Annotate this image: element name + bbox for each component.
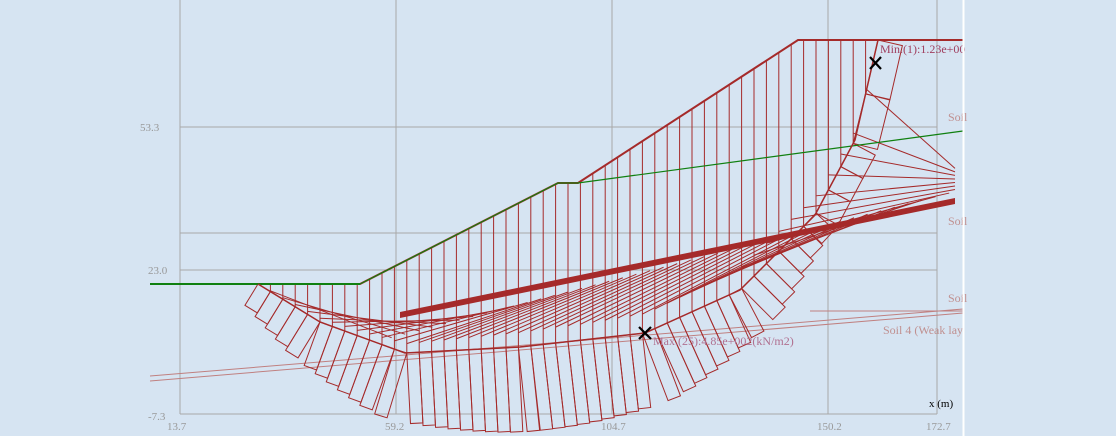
normal-stress-bar (827, 165, 864, 203)
normal-stress-bar (629, 332, 652, 410)
normal-stress-bar (542, 342, 566, 430)
max-label: Max.(25):4.85e+002(kN/m2) (653, 334, 794, 348)
interslice-force-line (617, 238, 773, 319)
interslice-force-line (518, 266, 664, 334)
normal-stress-bar (666, 316, 708, 384)
soil-label-1: Soil (948, 110, 968, 124)
soil-boundaries (149, 308, 964, 382)
normal-stress-bar (505, 346, 524, 433)
slices (269, 40, 867, 353)
normal-stress-bar (604, 335, 627, 417)
max-marker-icon (638, 326, 652, 340)
interslice-force-line (369, 308, 501, 335)
interslice-force-line (443, 287, 583, 341)
thrust-line-band (400, 198, 955, 318)
y-tick-53.3: 53.3 (140, 122, 160, 134)
interslice-force-line (505, 270, 651, 335)
interslice-force-line (468, 280, 610, 339)
interslice-force-line (642, 231, 800, 315)
interslice-force-line (592, 245, 746, 323)
interslice-force-line (431, 291, 569, 342)
x-tick-172.7: 172.7 (926, 421, 951, 433)
soil-label-3: Soil (948, 291, 968, 305)
interslice-force-line (778, 192, 950, 232)
interslice-force-line (604, 242, 760, 321)
y-tick-neg7.3: -7.3 (148, 411, 166, 423)
normal-stress-bar (406, 351, 424, 425)
soil-label-4: Soil 4 (Weak lay (883, 323, 963, 337)
interslice-force-line (381, 305, 515, 338)
normal-stress-bar (347, 339, 383, 403)
interslice-force-line (803, 185, 956, 209)
y-tick-23.0: 23.0 (148, 265, 168, 277)
normal-stress-bar (517, 345, 541, 433)
interslice-force-line (481, 277, 623, 337)
interslice-force-line (865, 88, 956, 169)
interslice-force-line (840, 153, 956, 176)
normal-stress-bar (579, 338, 603, 423)
interslice-force-line (419, 294, 555, 343)
soil-label-2: Soil (948, 214, 968, 228)
interslice-force-line (629, 234, 787, 317)
x-axis-title: x (m) (929, 398, 953, 410)
x-tick-13.7: 13.7 (167, 421, 187, 433)
interslice-force-line (654, 227, 814, 310)
interslice-force-line (394, 301, 528, 342)
normal-stress-bar (359, 343, 396, 411)
x-tick-104.7: 104.7 (601, 421, 626, 433)
x-tick-59.2: 59.2 (385, 421, 404, 433)
interslice-force-line (456, 284, 596, 340)
interslice-force-line (828, 174, 956, 180)
normal-stress-bar (840, 142, 876, 180)
normal-stress-bar (567, 339, 591, 426)
normal-stress-bar (530, 343, 554, 431)
interslice-force-line (493, 273, 637, 336)
min-label: Min.(1):1.23e+00 (880, 42, 965, 56)
interslice-force-line (853, 132, 956, 173)
normal-stress-bar (617, 334, 640, 414)
water-table (359, 130, 964, 285)
normal-stress-bar (592, 336, 615, 420)
grid (179, 0, 938, 415)
x-tick-150.2: 150.2 (817, 421, 842, 433)
interslice-force-line (332, 319, 460, 323)
interslice-force-line (815, 181, 956, 197)
min-marker-icon (869, 56, 882, 70)
slice-force-diagram (244, 39, 956, 433)
